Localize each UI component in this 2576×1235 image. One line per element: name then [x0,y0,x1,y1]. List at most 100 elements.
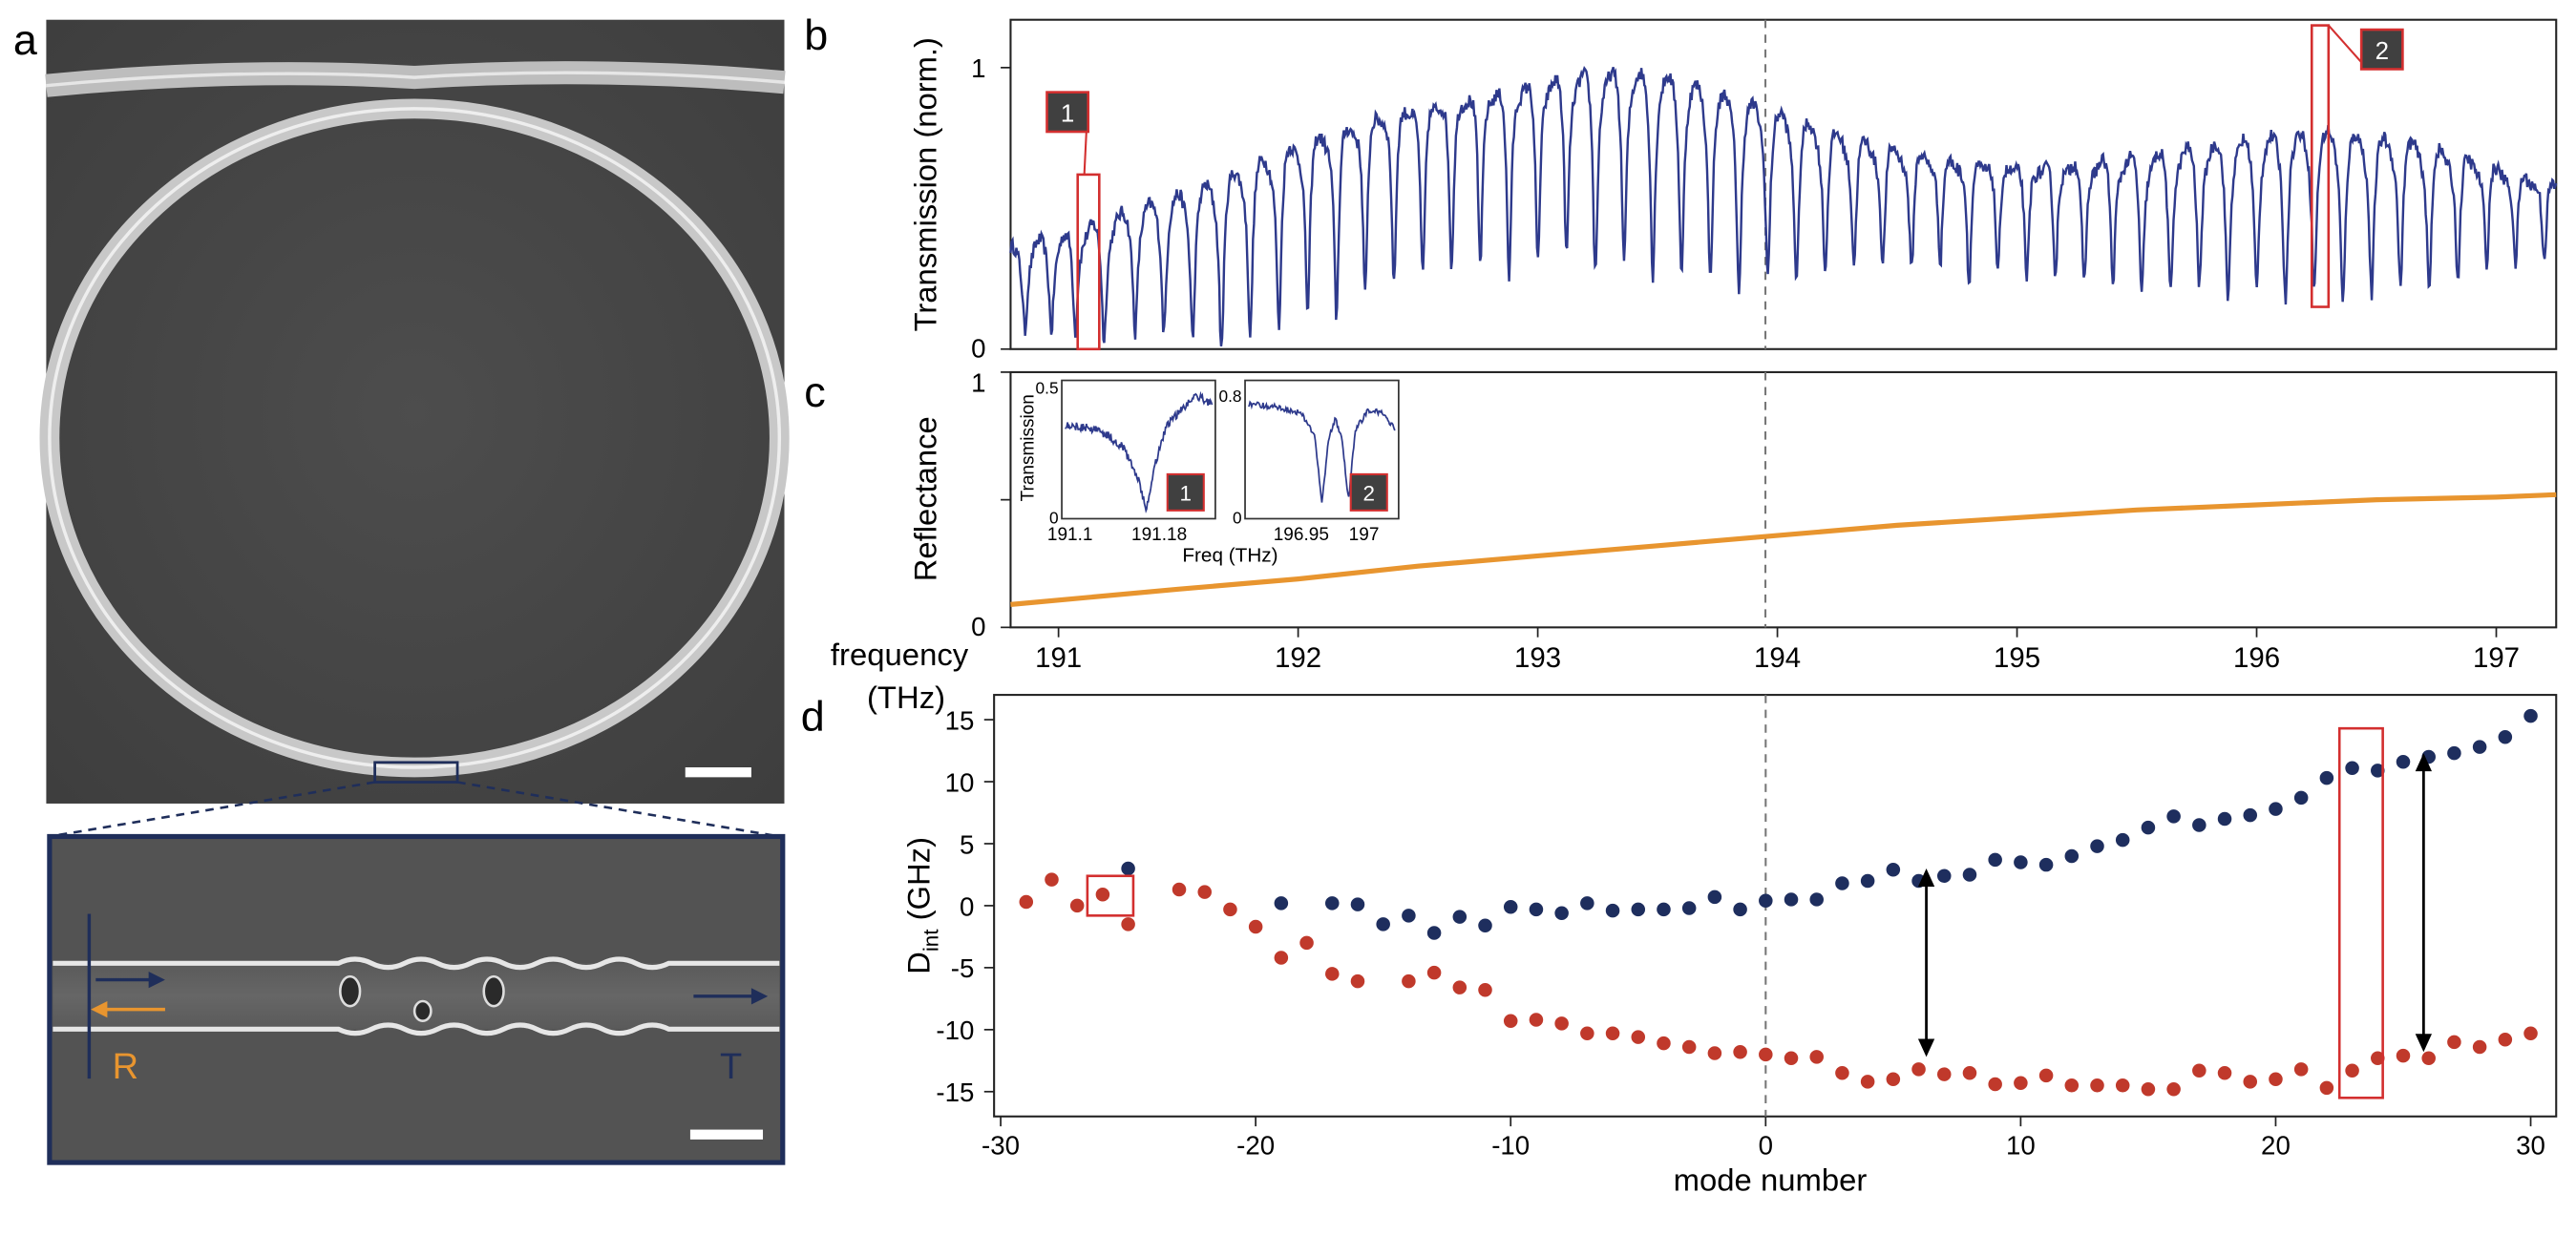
dint-point-blue [2498,730,2513,744]
dint-point-red [2141,1081,2156,1097]
inset-2-ybottom: 0 [1233,509,1242,528]
xtick-label-c-4: 195 [1994,642,2040,674]
dint-point-blue [1886,863,1901,877]
xtick-label-d-1: -20 [1236,1130,1275,1160]
ytick-label-d-4: -5 [951,953,975,983]
dint-point-red [2396,1048,2411,1063]
dint-point-blue [1529,902,1544,917]
xtick-label-d-6: 30 [2516,1130,2545,1160]
dint-point-red [1402,973,1416,989]
inset-1-ylabel: Transmission [1019,394,1039,501]
reflection-arrow [91,1001,165,1018]
dint-point-red [2115,1078,2130,1093]
dint-point-blue [1835,876,1849,890]
ylabel-b: Transmission (norm.) [908,37,943,331]
dint-point-red [1911,1062,1926,1077]
dint-point-red [1860,1075,1875,1089]
dint-point-red [1733,1044,1747,1059]
marker-1-label: 1 [1061,101,1074,128]
dint-point-blue [1402,909,1416,923]
dint-point-blue [2192,818,2206,832]
panel-label-c: c [804,367,825,416]
xtick-label-c-3: 194 [1754,642,1801,674]
dint-point-red [2217,1066,2232,1080]
dint-point-red [1936,1067,1952,1081]
hole-3 [482,974,505,1008]
sem-waveguide-zoom: R T [47,833,786,1165]
dint-point-red [1988,1077,2002,1092]
inset-2-marker: 2 [1349,472,1388,512]
dint-point-red [1886,1072,1901,1087]
dint-point-blue [2371,764,2385,778]
dint-point-red [2269,1072,2283,1087]
dint-point-blue [1784,892,1799,907]
inset-1-marker-label: 1 [1180,482,1192,506]
dint-point-red [2014,1076,2028,1090]
dint-point-blue [1962,868,1977,882]
inset-1-ybottom: 0 [1049,509,1059,528]
dint-point-blue [2472,740,2487,754]
inset-1-trace [1065,390,1214,514]
dint-point-red [1707,1046,1722,1060]
dint-point-blue [1631,902,1646,917]
dint-point-red [2498,1032,2513,1047]
dint-point-red [1095,887,1110,902]
dint-point-red [1248,919,1263,934]
ylabel-d: Dint (GHz) [901,837,943,974]
dint-point-blue [2014,855,2028,869]
reflectance-chart: Reflectance 1 0 frequency (THz) 191 192 19… [831,368,2558,715]
dint-point-red [1350,973,1365,989]
dint-point-blue [2064,848,2080,864]
dint-point-red [1452,980,1467,994]
hole-1 [338,974,362,1008]
dint-point-blue [2166,809,2181,824]
plot-frame-b [1009,18,2558,350]
dint-point-red [2064,1078,2080,1093]
splitting-arrow-head-up-1 [1917,868,1935,887]
inset-2-marker-label: 2 [1362,482,1374,506]
inset-1-xright: 191.18 [1131,525,1187,545]
label-T: T [720,1047,742,1087]
dint-point-red [2371,1051,2385,1065]
inset-1-marker: 1 [1166,472,1205,512]
dint-point-red [1681,1039,1697,1055]
inset-2-xleft: 196.95 [1274,525,1329,545]
dint-point-red [1045,872,1059,887]
dint-point-blue [2115,832,2130,848]
callout-line-1 [1083,128,1088,175]
inset-2-trace [1247,400,1396,503]
dint-point-red [2166,1081,2181,1097]
inset-1-ytop: 0.5 [1036,378,1059,397]
sem-ring-image [39,19,790,804]
dint-point-blue [2523,708,2538,723]
dint-point-blue [1478,918,1492,932]
transmission-arrow [693,988,769,1005]
transmission-chart: Transmission (norm.) 1 0 1 2 [908,18,2558,363]
inset-xlabel: Freq (THz) [1182,544,1277,566]
dint-point-red [1605,1026,1620,1040]
dint-point-blue [1988,852,2002,868]
dint-point-blue [2090,839,2104,853]
xtick-label-c-6: 197 [2473,642,2520,674]
dint-point-red [1835,1066,1849,1080]
dint-point-red [2243,1075,2258,1089]
dint-point-red [1172,882,1187,897]
ytick-c-0: 0 [971,612,985,641]
dint-point-red [2293,1062,2309,1077]
dint-point-red [1325,967,1340,981]
dint-point-blue [1350,897,1365,911]
marker-1: 1 [1045,91,1090,134]
dint-point-red [1759,1047,1773,1062]
panel-label-d: d [801,692,825,741]
ytick-label-d-5: -10 [936,1015,974,1045]
dint-point-red [1478,983,1492,997]
ylabel-c: Reflectance [908,416,943,581]
dint-point-red [1784,1051,1799,1065]
ylabel-d-main: D [901,952,937,974]
dint-point-red [1274,951,1289,965]
xtick-label-d-5: 20 [2261,1130,2291,1160]
label-R: R [113,1047,138,1087]
ytick-label-d-2: 5 [960,829,974,859]
dint-point-red [2421,1051,2436,1065]
